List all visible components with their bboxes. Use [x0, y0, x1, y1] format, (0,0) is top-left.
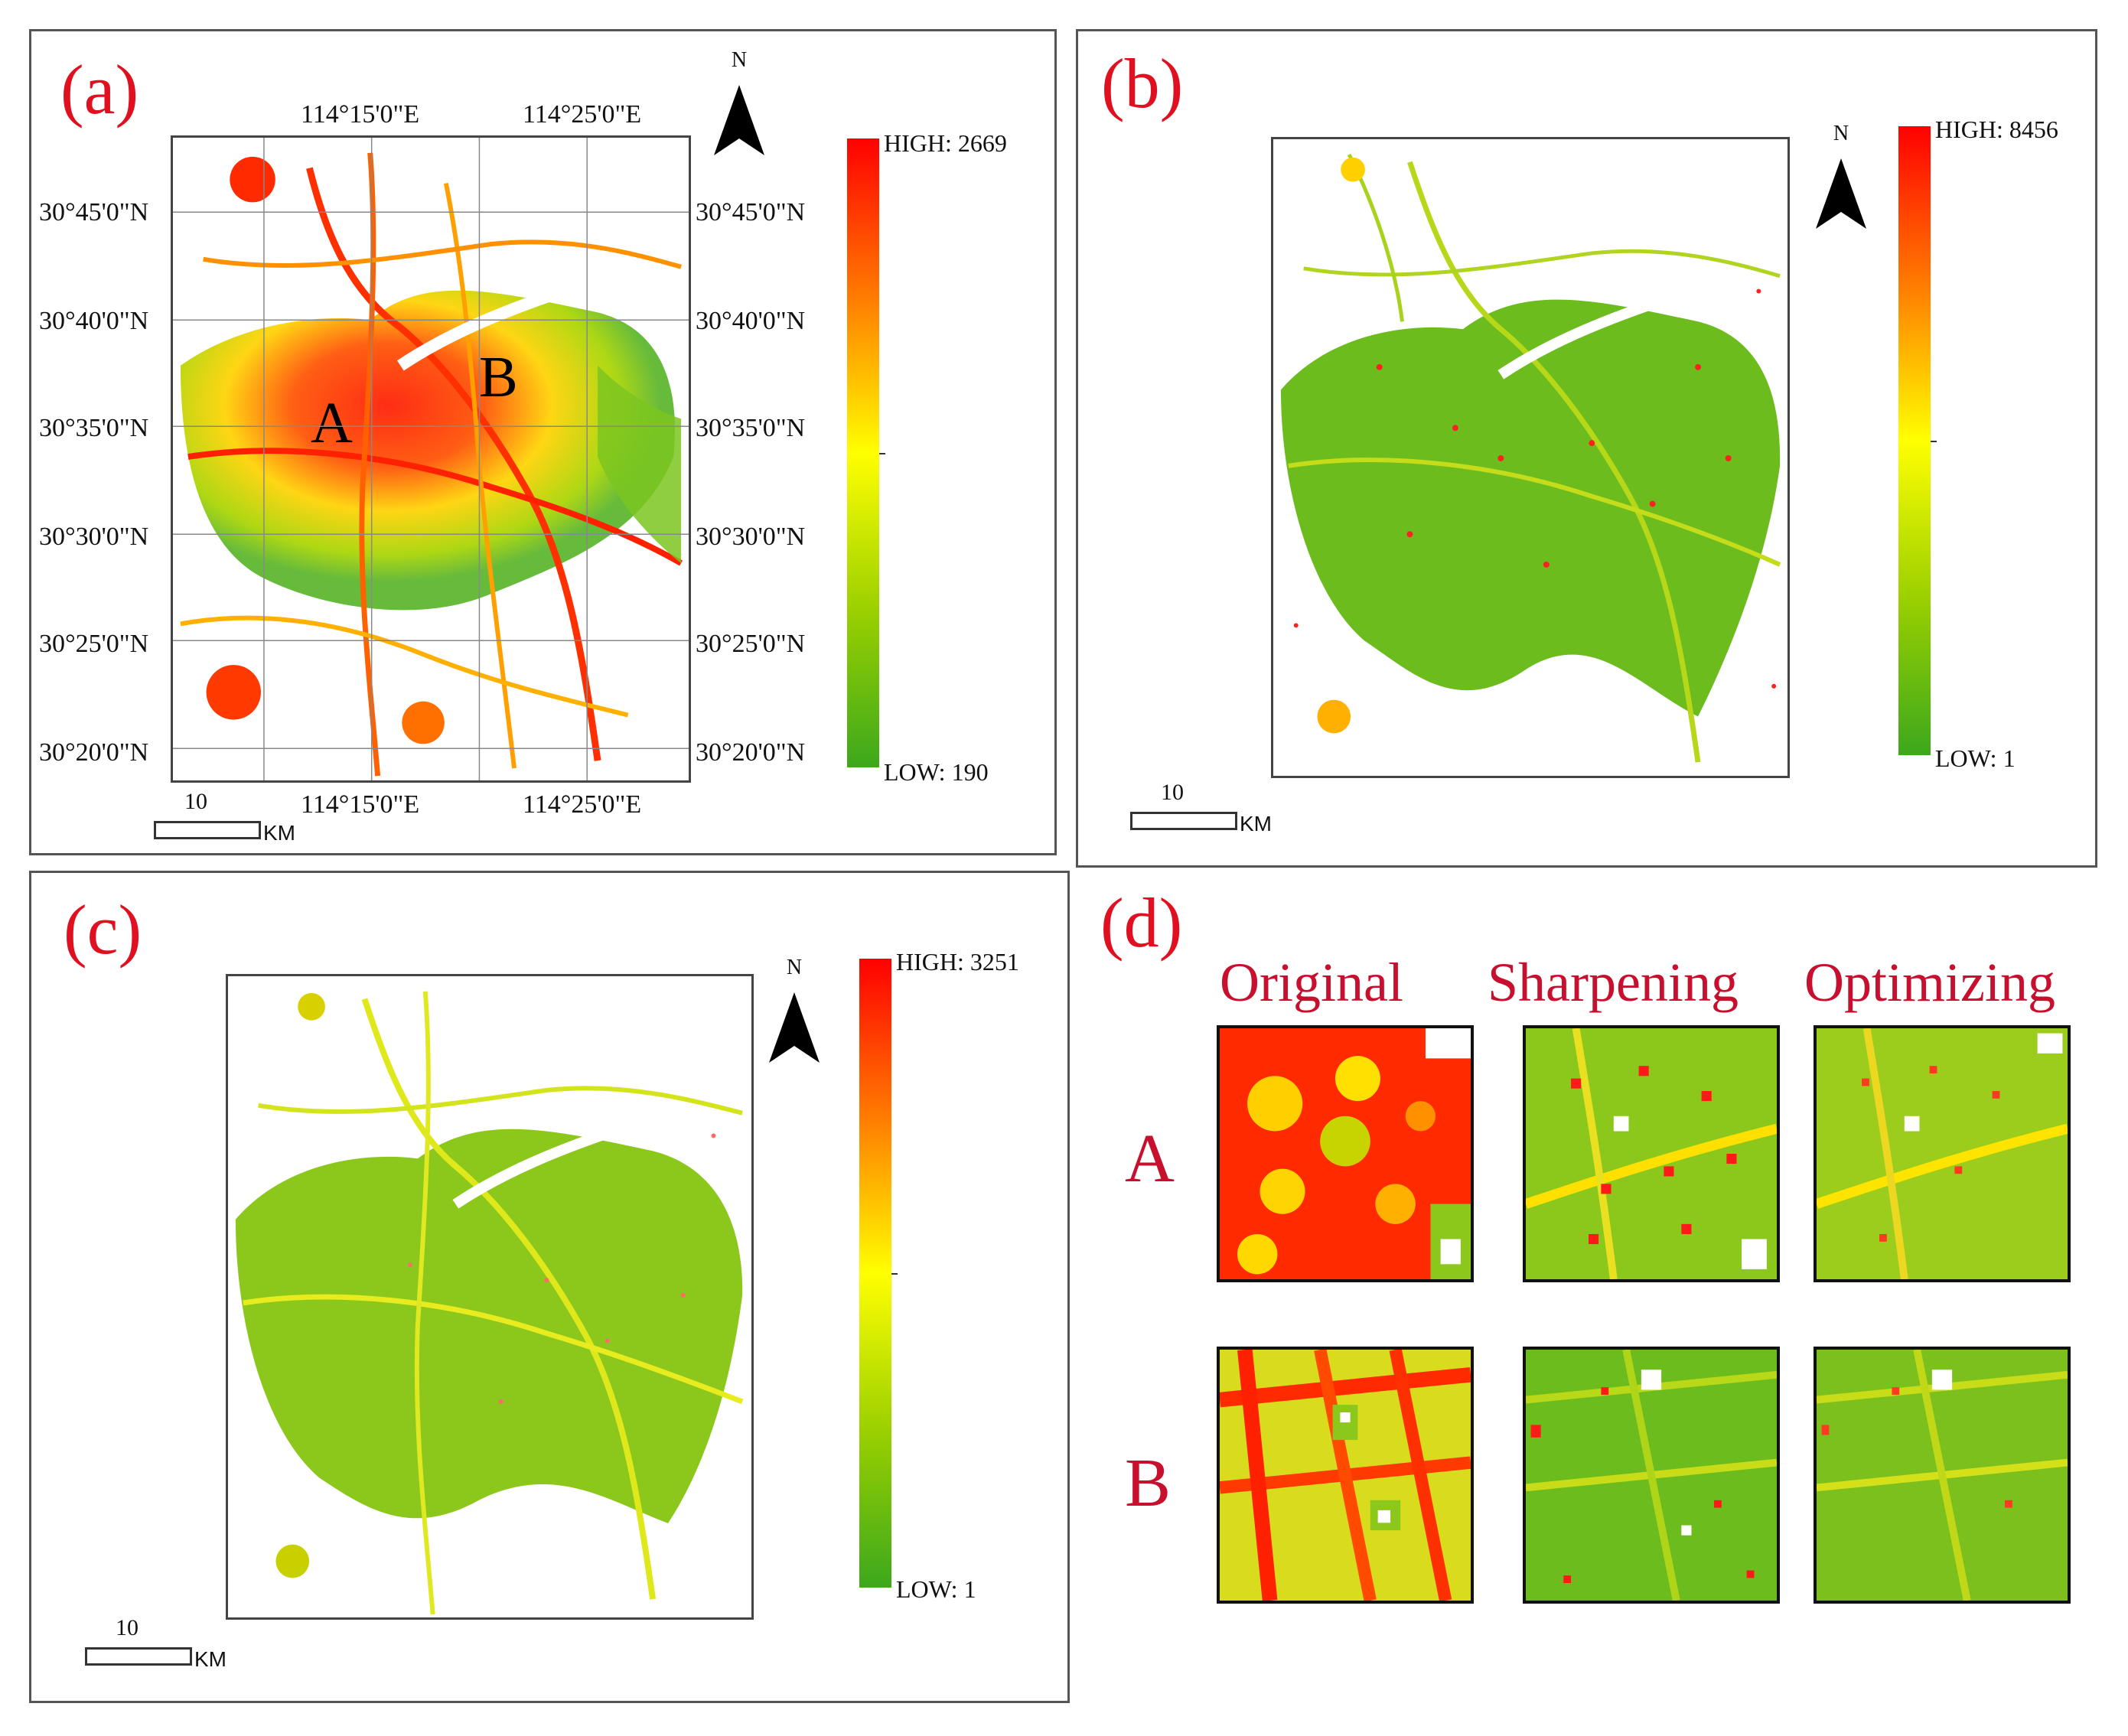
thumb-b-sharpening-graphic — [1526, 1350, 1777, 1601]
map-a: A B — [171, 135, 691, 783]
lat-label-right-4: 30°30'0"N — [696, 523, 806, 551]
map-a-marker-b: B — [479, 345, 518, 409]
north-arrow-a: N — [712, 48, 766, 163]
legend-high-b: HIGH: 8456 — [1935, 116, 2058, 143]
scale-unit-c: KM — [194, 1647, 226, 1671]
legend-high-a: HIGH: 2669 — [884, 129, 1007, 157]
panel-a-label: (a) — [60, 50, 139, 129]
scale-bar-rect-c — [85, 1647, 192, 1666]
lat-label-right-5: 30°25'0"N — [696, 630, 806, 658]
scale-unit-b: KM — [1240, 812, 1272, 835]
row-label-a: A — [1125, 1121, 1175, 1197]
map-c — [226, 974, 754, 1620]
column-heading-sharpening: Sharpening — [1488, 952, 1739, 1013]
lat-label-left-5: 30°25'0"N — [39, 630, 149, 658]
panel-d-label: (d) — [1100, 884, 1183, 962]
north-label-b: N — [1833, 122, 1849, 145]
thumb-b-original-graphic — [1220, 1350, 1471, 1601]
legend-low-c: LOW: 1 — [896, 1575, 976, 1603]
north-label-c: N — [786, 956, 803, 979]
panel-b: (b) N HIGH: 8456 LOW: 1 10 — [1076, 29, 2097, 868]
legend-bar-b — [1898, 126, 1937, 755]
legend-low-a: LOW: 190 — [884, 758, 989, 786]
column-heading-original: Original — [1220, 952, 1403, 1013]
north-arrow-c: N — [767, 956, 821, 1070]
lat-label-left-2: 30°40'0"N — [39, 307, 149, 335]
panel-d: (d) Original Sharpening Optimizing A B — [1071, 872, 2127, 1714]
north-arrow-icon — [769, 992, 820, 1063]
map-b — [1271, 137, 1790, 778]
scale-unit-a: KM — [263, 821, 295, 845]
scale-bar-rect-a — [154, 821, 261, 839]
top-lon-label-1: 114°15'0"E — [301, 100, 420, 129]
bottom-lon-label-2: 114°25'0"E — [523, 790, 642, 819]
map-c-graphic — [235, 991, 744, 1615]
lat-label-right-6: 30°20'0"N — [696, 738, 806, 767]
legend-bar-a — [847, 138, 885, 767]
thumb-a-optimizing-graphic — [1817, 1028, 2068, 1279]
lat-label-left-3: 30°35'0"N — [39, 414, 149, 442]
row-label-b: B — [1125, 1445, 1172, 1521]
lat-label-left-1: 30°45'0"N — [39, 198, 149, 226]
legend-high-c: HIGH: 3251 — [896, 948, 1019, 975]
panel-b-label: (b) — [1101, 44, 1184, 122]
thumb-a-original-graphic — [1220, 1028, 1471, 1279]
column-heading-optimizing: Optimizing — [1804, 952, 2055, 1013]
scale-bar-c: 10 KM — [85, 1615, 269, 1676]
lat-label-left-4: 30°30'0"N — [39, 523, 149, 551]
lat-label-right-1: 30°45'0"N — [696, 198, 806, 226]
scale-bar-a: 10 KM — [154, 789, 337, 850]
lat-label-left-6: 30°20'0"N — [39, 738, 149, 767]
north-arrow-icon — [714, 85, 764, 155]
legend-low-b: LOW: 1 — [1935, 744, 2016, 772]
bottom-lon-label-1: 114°15'0"E — [301, 790, 420, 819]
thumb-a-sharpening — [1523, 1025, 1780, 1282]
north-arrow-icon — [1816, 158, 1866, 229]
map-b-graphic — [1280, 153, 1781, 763]
scale-value-c: 10 — [116, 1615, 138, 1640]
scale-bar-rect-b — [1130, 812, 1237, 830]
map-a-graticule — [173, 138, 689, 780]
thumb-b-optimizing — [1814, 1347, 2071, 1604]
thumb-a-original — [1217, 1025, 1474, 1282]
thumb-b-sharpening — [1523, 1347, 1780, 1604]
top-lon-label-2: 114°25'0"E — [523, 100, 642, 129]
scale-value-b: 10 — [1161, 780, 1184, 805]
scale-bar-b: 10 KM — [1130, 780, 1314, 841]
thumb-b-optimizing-graphic — [1817, 1350, 2068, 1601]
lat-label-right-2: 30°40'0"N — [696, 307, 806, 335]
panel-c-label: (c) — [64, 891, 142, 969]
panel-c: (c) N HIGH: 3251 LOW: 1 10 KM — [29, 871, 1070, 1703]
thumb-a-sharpening-graphic — [1526, 1028, 1777, 1279]
panel-a: (a) 114°15'0"E 114°25'0"E 30°45'0"N 30°4… — [29, 29, 1057, 855]
map-a-marker-a: A — [311, 391, 353, 455]
thumb-a-optimizing — [1814, 1025, 2071, 1282]
thumb-b-original — [1217, 1347, 1474, 1604]
scale-value-a: 10 — [184, 789, 207, 814]
north-label-a: N — [731, 48, 748, 72]
map-a-graphic — [180, 152, 683, 777]
north-arrow-b: N — [1814, 122, 1868, 236]
legend-bar-c — [859, 959, 898, 1588]
lat-label-right-3: 30°35'0"N — [696, 414, 806, 442]
